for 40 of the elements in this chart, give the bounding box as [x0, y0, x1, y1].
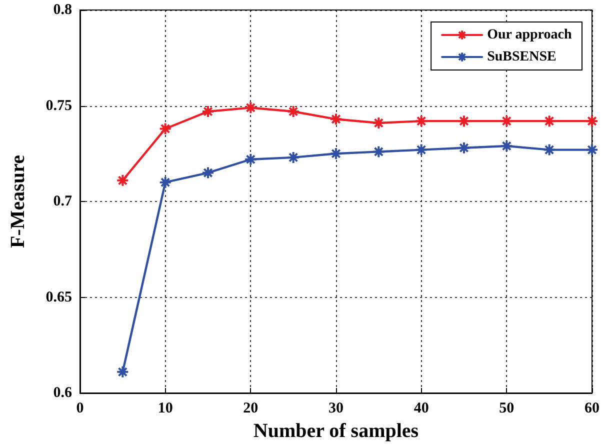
x-axis-title: Number of samples: [253, 420, 419, 442]
point: [158, 176, 172, 189]
x-tick-label: 50: [499, 400, 514, 416]
point: [202, 166, 214, 180]
x-tick-label: 60: [584, 400, 600, 416]
point: [542, 143, 556, 156]
point: [330, 112, 342, 126]
point: [586, 114, 598, 128]
point: [500, 139, 514, 152]
point: [414, 143, 428, 156]
point: [458, 141, 470, 154]
point: [244, 152, 258, 166]
point: [586, 143, 598, 156]
y-axis-title: F-Measure: [7, 154, 29, 248]
point: [158, 122, 172, 136]
legend-label: Our approach: [487, 28, 572, 42]
point: [542, 114, 556, 128]
x-tick-label: 0: [76, 400, 84, 416]
point: [286, 104, 300, 118]
point: [500, 114, 514, 128]
x-tick-label: 20: [243, 400, 258, 416]
y-tick-label: 0.75: [46, 98, 72, 114]
point: [458, 114, 470, 128]
y-tick-label: 0.7: [53, 194, 72, 210]
point: [372, 145, 386, 158]
point: [372, 116, 386, 130]
y-tick-label: 0.8: [53, 2, 72, 18]
x-tick-label: 30: [328, 400, 344, 416]
point: [414, 114, 428, 128]
y-tick-label: 0.6: [53, 385, 72, 401]
legend-label: SuBSENSE: [487, 50, 556, 64]
point: [116, 365, 130, 378]
point: [202, 104, 214, 118]
x-tick-label: 10: [158, 400, 173, 416]
point: [244, 101, 258, 114]
y-tick-label: 0.65: [46, 289, 72, 306]
x-tick-label: 40: [414, 400, 429, 416]
point: [330, 147, 342, 160]
point: [286, 150, 300, 164]
point: [116, 174, 130, 187]
